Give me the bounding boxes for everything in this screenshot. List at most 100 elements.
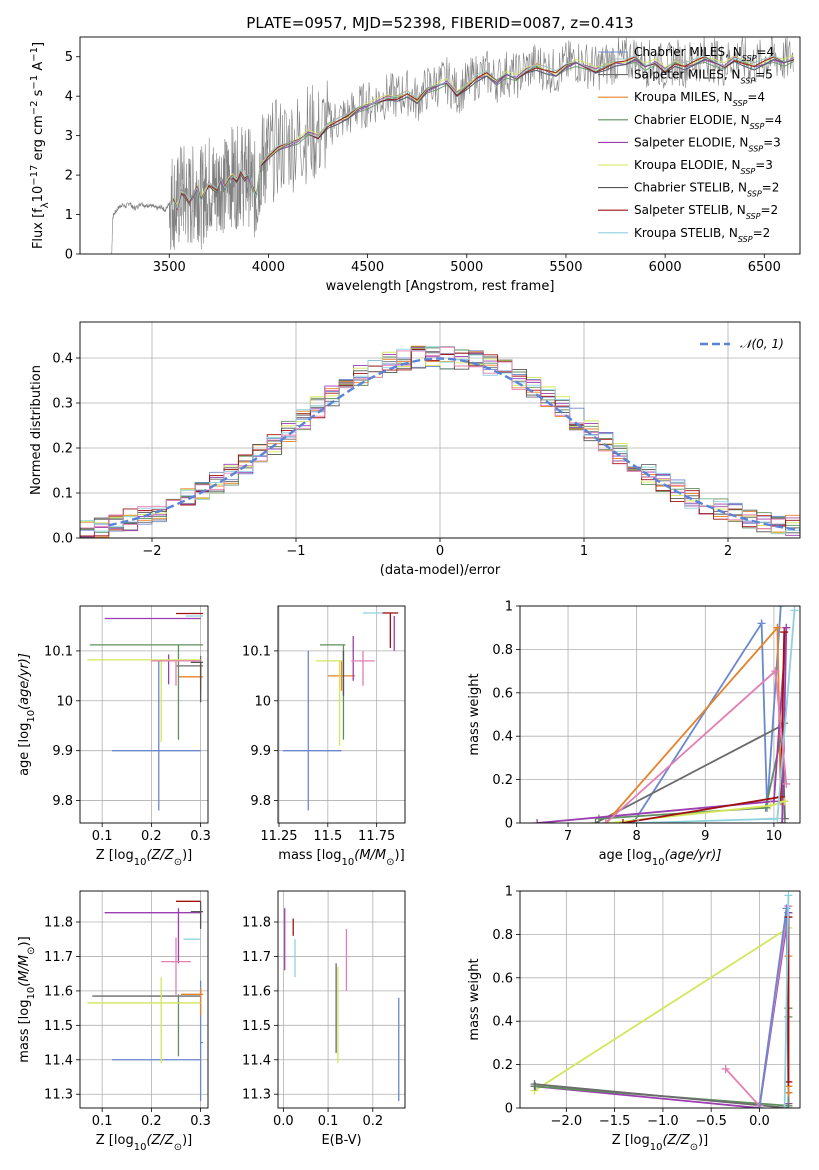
weight-line [534,912,790,1108]
y-axis-label: Normed distribution [29,365,44,495]
y-label-part: A [31,62,46,75]
legend-label-part: Kroupa MILES, N [634,90,733,104]
spectrum-plot-area [111,37,795,254]
label-part: )] [182,1133,192,1148]
error-bar-point [112,660,201,811]
label-part: (Z/Z [662,1133,690,1148]
label-part: log [17,723,32,743]
legend-label-part: SSP [741,76,756,85]
weight-marker [618,819,627,823]
y-tick-label: 1 [65,208,73,223]
label-part: mass [ [278,848,321,863]
weight-marker [773,623,782,632]
x-tick-label: 9 [701,829,709,844]
error-bar-point [89,644,204,740]
weight-marker [784,1104,793,1108]
y-tick-label: 9.8 [250,794,271,809]
y-tick-label: 0.4 [492,730,513,745]
legend-label: Salpeter ELODIE, NSSP=3 [634,135,781,153]
x-tick-label: 0.2 [141,829,162,844]
y-tick-label: 0.4 [52,352,73,367]
y-axis-label: age [log10(age/yr)] [17,653,37,776]
x-tick-label: 4500 [351,260,384,275]
y-label-part: Flux [f [31,208,46,249]
legend-label: Salpeter MILES, NSSP=5 [634,68,773,86]
y-tick-label: 3 [65,129,73,144]
label-part: (Z/Z [146,1133,174,1148]
label-part: mass [ [17,1019,32,1062]
label-part: log [17,999,32,1019]
error-bar-point [151,660,201,686]
legend-label-part: =2 [762,181,780,195]
y-tick-label: 0.6 [492,971,513,986]
y-label-part: −2 [29,100,40,115]
label-part: 10 [342,857,355,868]
weight-vs-age-plot-area [533,606,799,823]
weight-marker [591,819,600,823]
y-tick-label: 0.4 [492,1015,513,1030]
error-bar-point [327,660,356,691]
x-tick-label: 2 [724,544,732,559]
x-tick-label: 0.0 [749,1114,770,1129]
y-tick-label: 4 [65,90,73,105]
legend-label-part: Chabrier ELODIE, N [634,113,750,127]
chart-title: PLATE=0957, MJD=52398, FIBERID=0087, z=0… [246,14,633,32]
weight-marker [634,819,643,823]
y-tick-label: 11.5 [242,1019,271,1034]
x-tick-label: 0.3 [190,1114,211,1129]
y-tick-label: 11.6 [44,984,73,999]
x-tick-label: 1 [580,544,588,559]
weight-marker [766,801,775,810]
normal-curve [108,357,800,532]
x-tick-label: 7 [564,829,572,844]
x-tick-label: −1.0 [647,1114,679,1129]
y-label-part: ] [31,42,46,47]
y-tick-label: 0.6 [492,686,513,701]
y-label-part: λ [40,202,51,208]
label-part: 10 [134,1142,147,1153]
y-axis-label: mass weight [467,958,482,1040]
y-tick-label: 11.7 [242,950,271,965]
legend-label-part: Chabrier MILES, N [634,45,742,59]
y-tick-label: 0.3 [52,397,73,412]
legend-label-part: =4 [756,45,774,59]
weight-marker [533,819,542,823]
weight-vs-Z-plot-area [530,891,793,1108]
weight-line [725,906,790,1108]
histogram-step [80,346,800,538]
weight-line [632,606,782,823]
y-axis-label: Flux [fλ10−17 erg cm−2 s−1 A−1] [29,42,51,249]
y-label-part: s [31,89,46,100]
legend-label-part: SSP [747,189,762,198]
x-axis-label: Z [log10(Z/Z⊙)] [96,848,193,868]
x-axis-label: Z [log10(Z/Z⊙)] [96,1133,193,1153]
label-part: (age/yr)] [17,653,32,710]
weight-line [534,1083,789,1108]
weight-marker [594,814,603,823]
x-tick-label: 6500 [748,260,781,275]
error-bar-point [180,987,204,1015]
weight-line [622,631,786,823]
legend-label-part: =4 [764,113,782,127]
error-bar-point [382,612,399,648]
label-part: (M/M [17,955,32,987]
weight-marker [778,819,787,823]
weight-vs-Z-axes: −2.0 −1.5 −1.0 −0.5 0.0 0 0.2 0.4 0.6 0.8 1 Z [log1… [467,885,801,1153]
weight-line [535,1008,790,1107]
error-bar-point [190,901,204,929]
x-axis-label: wavelength [Angstrom, rest frame] [326,279,555,294]
legend-label-part: Salpeter ELODIE, N [634,135,748,149]
y-tick-label: 0.2 [492,773,513,788]
y-tick-label: 10.1 [242,644,271,659]
legend-label-part: SSP [738,234,753,243]
legend-label: Chabrier MILES, NSSP=4 [634,45,774,63]
age-vs-mass-plot-area [282,612,399,811]
weight-marker [721,1064,730,1073]
x-tick-label: 0.1 [92,1114,113,1129]
weight-line [783,895,790,1108]
axes-frame [79,36,801,255]
x-tick-label: 0.1 [92,829,113,844]
label-part: ⊙ [174,857,182,868]
x-tick-label: 10 [766,829,783,844]
